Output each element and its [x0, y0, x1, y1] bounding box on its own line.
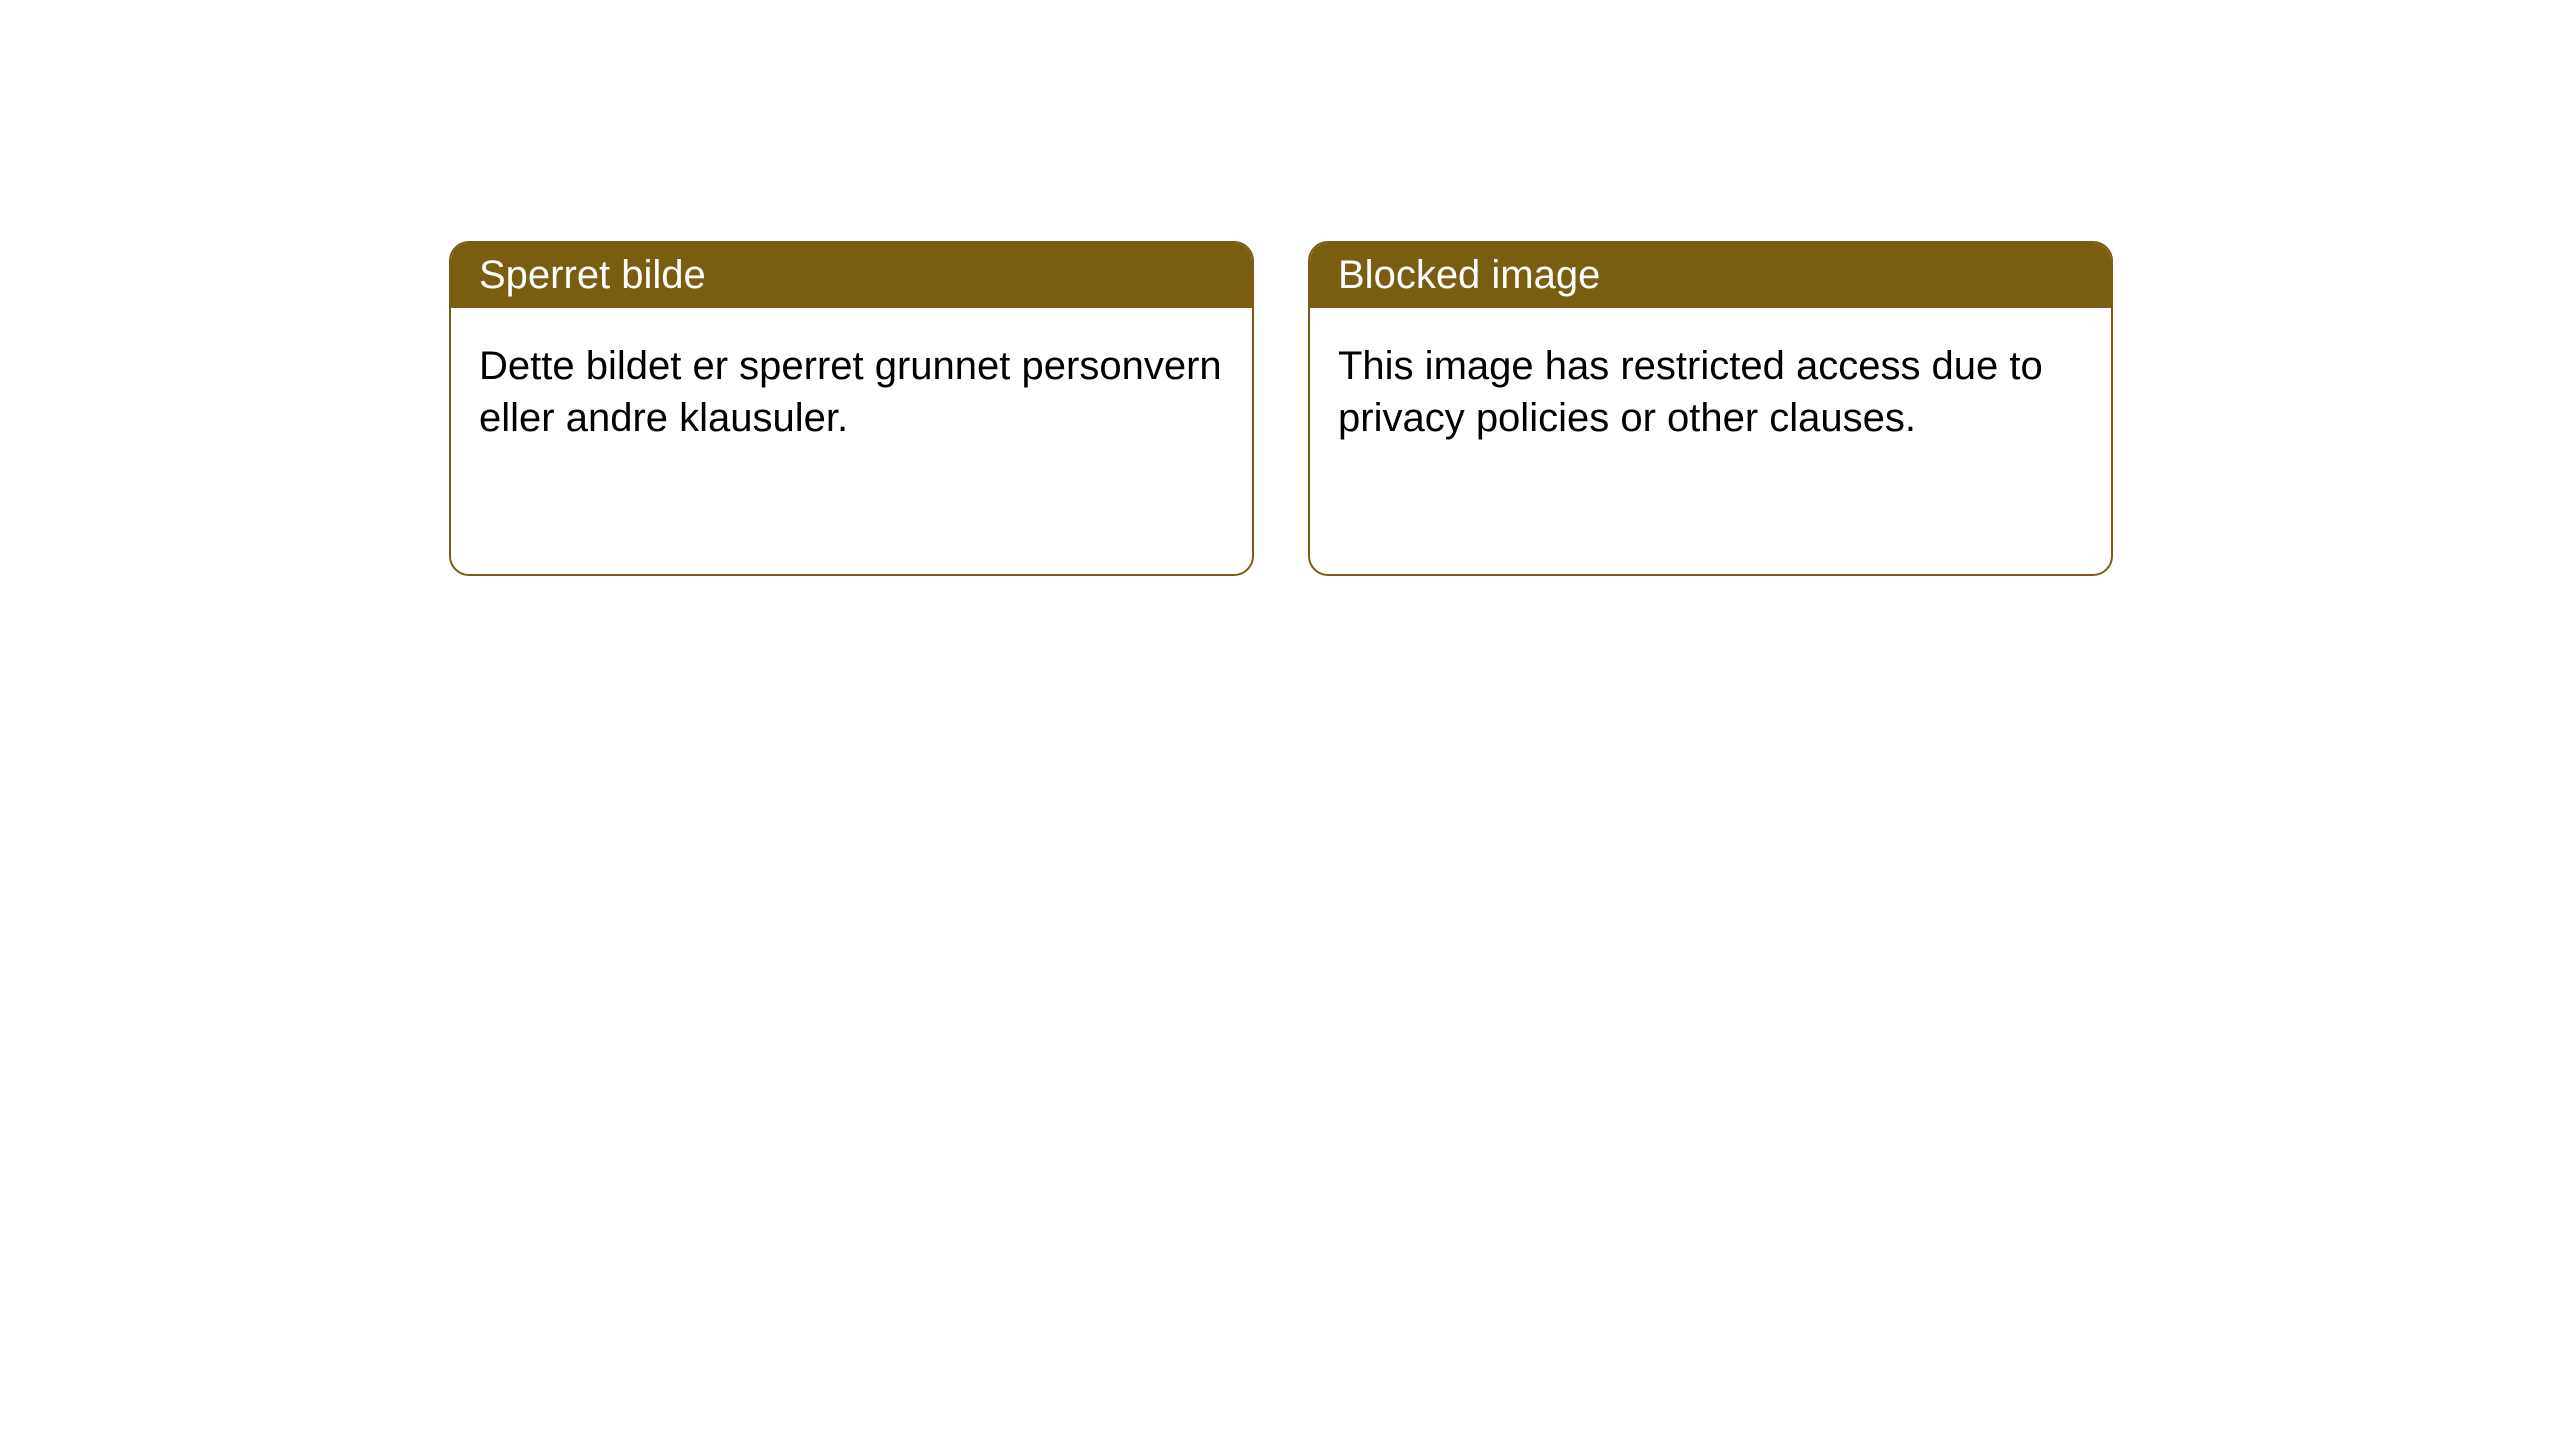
- notice-title: Sperret bilde: [479, 253, 706, 297]
- notice-body: This image has restricted access due to …: [1310, 308, 2111, 476]
- notice-card-norwegian: Sperret bilde Dette bildet er sperret gr…: [449, 241, 1254, 576]
- notice-text: This image has restricted access due to …: [1338, 344, 2043, 440]
- notice-title: Blocked image: [1338, 253, 1600, 297]
- notice-text: Dette bildet er sperret grunnet personve…: [479, 344, 1222, 440]
- notice-header: Sperret bilde: [451, 243, 1252, 308]
- notice-card-english: Blocked image This image has restricted …: [1308, 241, 2113, 576]
- notice-body: Dette bildet er sperret grunnet personve…: [451, 308, 1252, 476]
- notice-header: Blocked image: [1310, 243, 2111, 308]
- notice-container: Sperret bilde Dette bildet er sperret gr…: [449, 241, 2113, 576]
